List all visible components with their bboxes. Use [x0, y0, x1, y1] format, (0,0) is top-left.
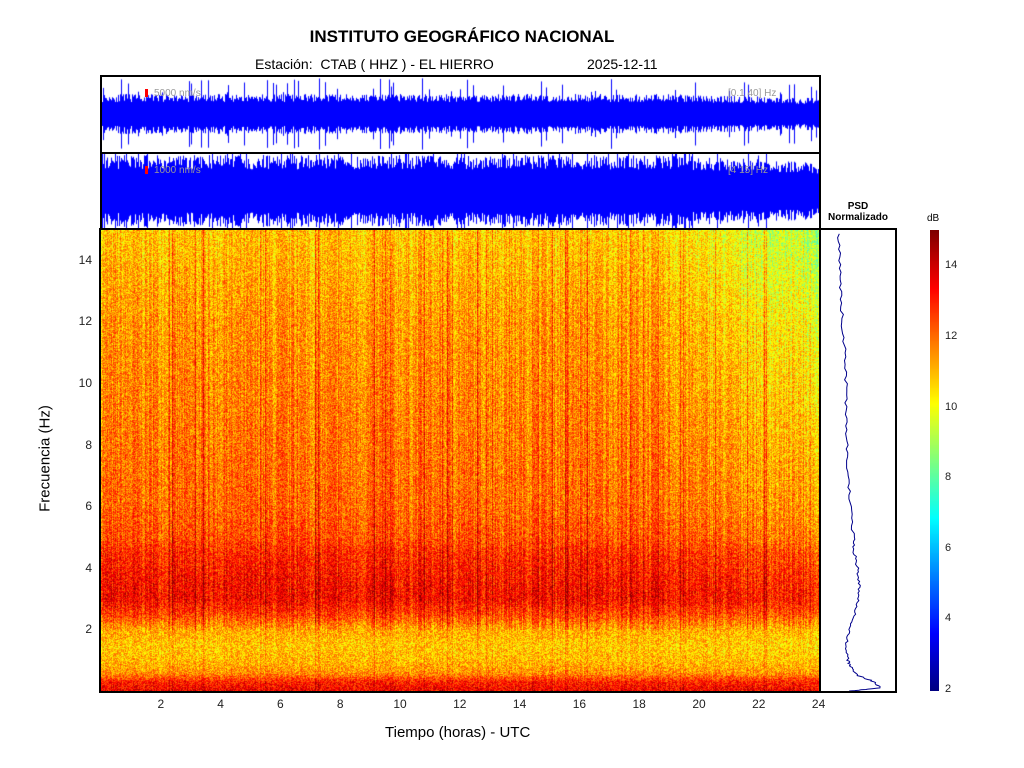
y-tick-label: 14: [78, 252, 92, 267]
x-tick-label: 6: [277, 697, 284, 711]
trace-scale-label: 1000 nm/s: [154, 165, 201, 176]
x-tick-label: 18: [632, 697, 646, 711]
x-tick-label: 16: [572, 697, 587, 711]
colorbar: [930, 230, 939, 691]
colorbar-tick-label: 14: [945, 259, 958, 272]
psd-curve: [837, 233, 881, 691]
psd-title-line1: PSD: [847, 201, 869, 212]
y-tick-label: 8: [85, 437, 92, 452]
seismic-trace-broadband: [102, 77, 819, 152]
x-tick-label: 2: [157, 697, 165, 711]
colorbar-tick-label: 2: [945, 683, 952, 695]
x-tick-label: 24: [811, 697, 826, 711]
x-tick-label: 20: [692, 697, 706, 711]
y-tick-label: 12: [78, 314, 92, 329]
spectrogram-panel: [99, 228, 822, 693]
seismic-trace-filtered: [102, 154, 819, 229]
station-label: Estación: CTAB ( HHZ ) - EL HIERRO: [255, 56, 494, 72]
figure-title: INSTITUTO GEOGRÁFICO NACIONAL: [309, 27, 615, 46]
y-tick-label: 10: [78, 376, 92, 390]
x-tick-label: 10: [393, 697, 407, 711]
x-tick-label: 8: [336, 697, 344, 711]
psd-panel: [819, 228, 897, 693]
trace-scale-label: 5000 nm/s: [154, 88, 201, 99]
x-tick-label: 14: [512, 697, 527, 711]
psd-title: PSD Normalizado: [808, 201, 908, 223]
colorbar-tick-label: 4: [945, 612, 952, 625]
x-tick-label: 12: [453, 697, 467, 711]
spectrogram-heatmap: [101, 230, 820, 691]
date-label: 2025-12-11: [587, 56, 658, 72]
colorbar-tick-label: 12: [945, 330, 958, 342]
x-axis-label: Tiempo (horas) - UTC: [385, 724, 531, 741]
scale-bar-icon: [145, 89, 148, 97]
scale-bar-icon: [145, 166, 148, 174]
trace-panel-broadband: 5000 nm/s [0.1 40] Hz: [100, 75, 821, 154]
y-axis-label: Frecuencia (Hz): [36, 405, 54, 512]
x-tick-label: 4: [217, 697, 224, 711]
trace-band-label: [4 15] Hz: [728, 165, 769, 176]
y-tick-label: 6: [85, 499, 92, 514]
y-tick-label: 4: [85, 560, 92, 575]
x-tick-label: 22: [752, 697, 766, 711]
y-tick-label: 2: [85, 622, 92, 637]
psd-title-line2: Normalizado: [827, 212, 888, 223]
trace-panel-filtered: 1000 nm/s [4 15] Hz: [100, 152, 821, 231]
colorbar-label: dB: [927, 213, 940, 224]
colorbar-tick-label: 6: [945, 541, 952, 554]
trace-band-label: [0.1 40] Hz: [728, 88, 777, 99]
colorbar-tick-label: 8: [945, 471, 952, 484]
colorbar-tick-label: 10: [945, 400, 958, 413]
